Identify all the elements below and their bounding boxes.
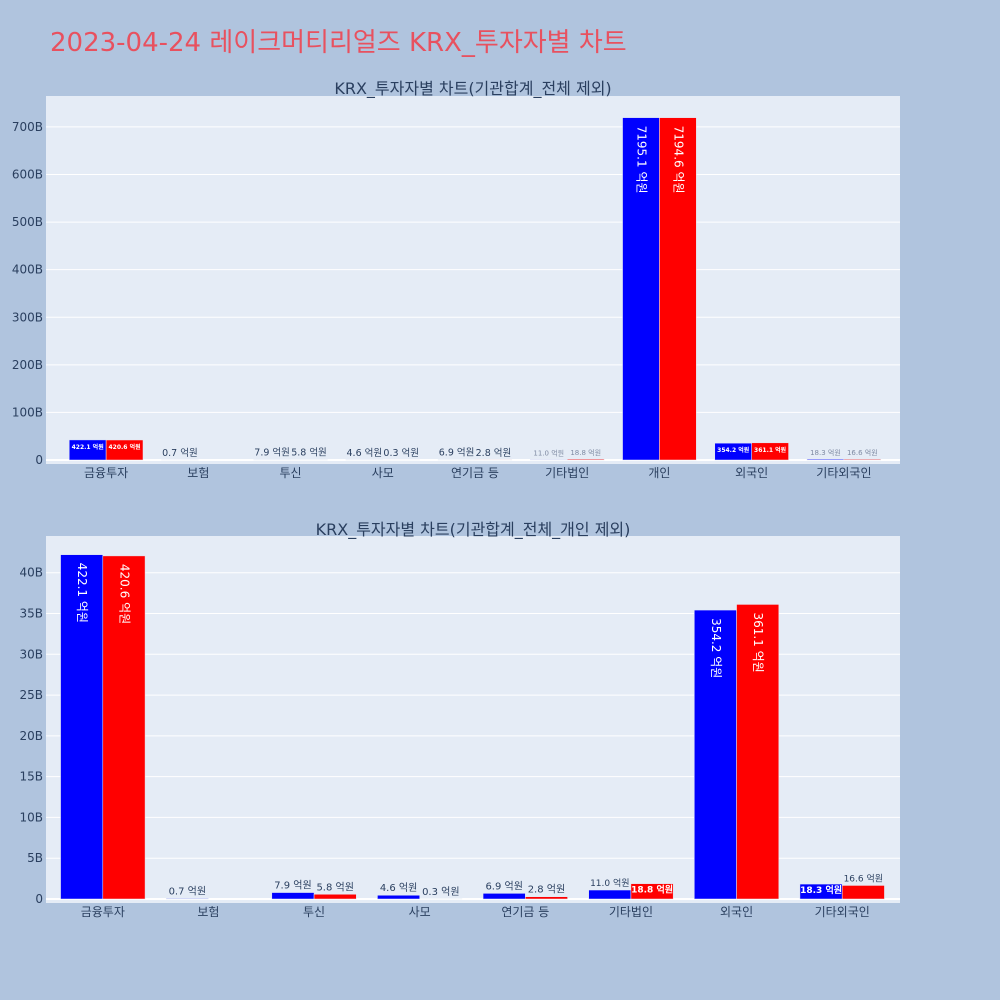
bar bbox=[736, 604, 780, 900]
data-label: 0.3 억원 bbox=[383, 447, 419, 459]
data-label: 6.9 억원 bbox=[439, 447, 475, 459]
x-tick-label: 기타외국인 bbox=[816, 466, 871, 480]
data-label: 16.6 억원 bbox=[844, 872, 883, 884]
x-tick-label: 사모 bbox=[409, 905, 431, 919]
data-label: 18.8 억원 bbox=[570, 448, 601, 457]
y-tick-label: 20B bbox=[19, 729, 43, 743]
bar bbox=[630, 883, 674, 900]
bar bbox=[313, 894, 357, 900]
x-tick-label: 개인 bbox=[648, 466, 670, 480]
data-label: 361.1 억원 bbox=[754, 446, 786, 454]
x-tick-label: 금융투자 bbox=[81, 905, 125, 919]
bar bbox=[165, 898, 209, 900]
data-label: 422.1 억원 bbox=[72, 443, 104, 451]
data-label: 5.8 억원 bbox=[316, 881, 353, 893]
data-label: 420.6 억원 bbox=[109, 443, 141, 451]
y-tick-label: 30B bbox=[19, 647, 43, 661]
x-tick-label: 외국인 bbox=[735, 466, 768, 480]
bar bbox=[271, 892, 315, 900]
data-label: 18.3 억원 bbox=[800, 884, 842, 896]
x-tick-label: 투신 bbox=[280, 466, 302, 480]
data-label: 422.1 억원 bbox=[75, 563, 89, 623]
data-label: 0.7 억원 bbox=[169, 885, 206, 897]
data-label: 6.9 억원 bbox=[485, 880, 522, 892]
y-tick-label: 500B bbox=[12, 215, 43, 229]
y-tick-label: 100B bbox=[12, 405, 43, 419]
bar bbox=[694, 609, 737, 900]
x-tick-label: 투신 bbox=[303, 905, 325, 919]
x-tick-label: 기타법인 bbox=[609, 905, 653, 919]
data-label: 16.6 억원 bbox=[847, 448, 878, 457]
data-label: 7.9 억원 bbox=[254, 447, 290, 459]
x-tick-label: 연기금 등 bbox=[451, 466, 499, 480]
bar bbox=[482, 893, 526, 900]
bar bbox=[806, 458, 845, 461]
data-label: 2.8 억원 bbox=[476, 447, 512, 459]
data-label: 5.8 억원 bbox=[291, 447, 327, 459]
x-tick-label: 보험 bbox=[197, 905, 219, 919]
y-tick-label: 400B bbox=[12, 263, 43, 277]
y-tick-label: 300B bbox=[12, 310, 43, 324]
data-label: 18.3 억원 bbox=[810, 448, 841, 457]
data-label: 7194.6 억원 bbox=[671, 126, 685, 194]
y-tick-label: 0 bbox=[35, 892, 43, 906]
y-tick-label: 10B bbox=[19, 810, 43, 824]
x-tick-label: 연기금 등 bbox=[501, 905, 549, 919]
x-tick-label: 보험 bbox=[187, 466, 209, 480]
y-tick-label: 15B bbox=[19, 770, 43, 784]
y-tick-label: 25B bbox=[19, 688, 43, 702]
page-title: 2023-04-24 레이크머티리얼즈 KRX_투자자별 차트 bbox=[50, 28, 627, 58]
bar bbox=[105, 439, 144, 461]
x-tick-label: 외국인 bbox=[720, 905, 753, 919]
bar bbox=[841, 885, 885, 900]
bar bbox=[377, 894, 420, 900]
data-label: 4.6 억원 bbox=[380, 882, 417, 894]
bar bbox=[588, 889, 632, 900]
bar bbox=[530, 459, 568, 461]
data-label: 354.2 억원 bbox=[709, 618, 723, 678]
data-label: 420.6 억원 bbox=[117, 564, 131, 624]
data-label: 361.1 억원 bbox=[751, 612, 765, 672]
plot-area bbox=[46, 96, 900, 464]
x-tick-label: 사모 bbox=[372, 466, 394, 480]
y-tick-label: 40B bbox=[19, 566, 43, 580]
data-label: 18.8 억원 bbox=[631, 884, 673, 896]
data-label: 4.6 억원 bbox=[347, 447, 383, 459]
x-tick-label: 기타법인 bbox=[545, 466, 589, 480]
y-tick-label: 700B bbox=[12, 120, 43, 134]
bar bbox=[751, 442, 789, 461]
data-label: 11.0 억원 bbox=[590, 877, 629, 889]
data-label: 7.9 억원 bbox=[274, 880, 311, 892]
bar bbox=[102, 555, 146, 900]
data-label: 7195.1 억원 bbox=[635, 126, 649, 194]
data-label: 0.7 억원 bbox=[162, 447, 198, 459]
bar bbox=[525, 896, 568, 900]
y-tick-label: 200B bbox=[12, 358, 43, 372]
chart-title: KRX_투자자별 차트(기관합계_전체 제외) bbox=[334, 79, 611, 99]
bar bbox=[566, 458, 605, 461]
bar bbox=[60, 554, 104, 900]
y-tick-label: 5B bbox=[27, 851, 43, 865]
bar bbox=[622, 117, 660, 461]
bar bbox=[843, 458, 882, 461]
data-label: 354.2 억원 bbox=[717, 446, 749, 454]
y-tick-label: 0 bbox=[35, 453, 43, 467]
chart-title: KRX_투자자별 차트(기관합계_전체_개인 제외) bbox=[316, 520, 631, 540]
y-tick-label: 35B bbox=[19, 606, 43, 620]
data-label: 11.0 억원 bbox=[533, 448, 564, 457]
y-tick-label: 600B bbox=[12, 168, 43, 182]
data-label: 2.8 억원 bbox=[528, 884, 565, 896]
bar bbox=[659, 117, 697, 461]
x-tick-label: 기타외국인 bbox=[815, 905, 870, 919]
data-label: 0.3 억원 bbox=[422, 886, 459, 898]
x-tick-label: 금융투자 bbox=[84, 466, 128, 480]
